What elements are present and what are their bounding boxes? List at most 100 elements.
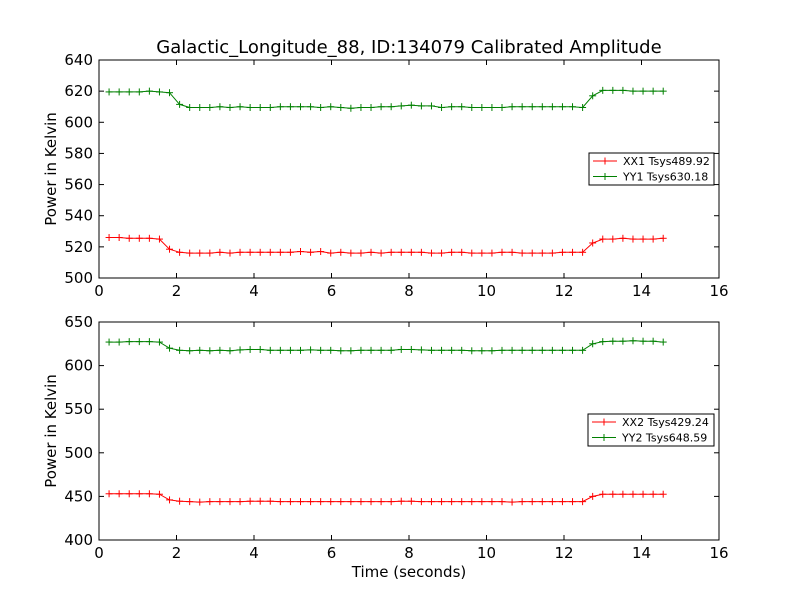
data-point	[458, 103, 466, 111]
data-point	[498, 498, 506, 506]
data-point	[498, 346, 506, 354]
data-point	[387, 103, 395, 111]
x-tick-label: 0	[94, 282, 104, 300]
data-point	[427, 249, 435, 257]
x-tick-label: 0	[94, 544, 104, 562]
data-point	[609, 86, 617, 94]
data-point	[256, 497, 264, 505]
data-point	[317, 498, 325, 506]
data-point	[176, 346, 184, 354]
data-point	[377, 249, 385, 257]
data-point	[599, 490, 607, 498]
data-point	[226, 498, 234, 506]
y-tick-label: 400	[64, 531, 93, 549]
data-point	[579, 103, 587, 111]
y-tick-label: 540	[64, 207, 93, 225]
data-point	[307, 346, 315, 354]
data-point	[125, 88, 133, 96]
y-tick-label: 620	[64, 82, 93, 100]
data-point	[508, 346, 516, 354]
data-point	[629, 87, 637, 95]
data-point	[619, 337, 627, 345]
data-point	[145, 87, 153, 95]
x-tick-label: 6	[327, 544, 337, 562]
data-point	[558, 498, 566, 506]
data-point	[468, 249, 476, 257]
data-point	[155, 338, 163, 346]
data-point	[407, 101, 415, 109]
data-point	[528, 346, 536, 354]
series-xx2	[105, 490, 667, 506]
data-point	[579, 346, 587, 354]
data-point	[629, 490, 637, 498]
data-point	[135, 338, 143, 346]
data-point	[176, 100, 184, 108]
data-point	[186, 103, 194, 111]
data-point	[105, 338, 113, 346]
data-point	[427, 102, 435, 110]
data-point	[558, 248, 566, 256]
data-point	[397, 102, 405, 110]
data-point	[115, 490, 123, 498]
data-point	[508, 103, 516, 111]
x-tick-label: 16	[709, 282, 728, 300]
data-point	[307, 498, 315, 506]
data-point	[548, 249, 556, 257]
data-point	[266, 497, 274, 505]
data-point	[266, 248, 274, 256]
data-point	[639, 490, 647, 498]
data-point	[407, 497, 415, 505]
data-point	[166, 344, 174, 352]
series-yy2	[105, 337, 667, 355]
y-tick-label: 600	[64, 357, 93, 375]
data-point	[508, 248, 516, 256]
legend-box	[588, 152, 715, 186]
x-tick-label: 12	[554, 544, 573, 562]
x-tick-label: 2	[172, 544, 182, 562]
series-yy1	[105, 86, 667, 112]
data-point	[286, 248, 294, 256]
data-point	[659, 490, 667, 498]
data-point	[518, 249, 526, 257]
data-point	[649, 235, 657, 243]
data-point	[518, 346, 526, 354]
data-point	[407, 248, 415, 256]
data-point	[186, 347, 194, 355]
data-point	[397, 497, 405, 505]
data-point	[367, 498, 375, 506]
data-point	[256, 103, 264, 111]
data-point	[186, 249, 194, 257]
data-point	[639, 87, 647, 95]
data-point	[226, 347, 234, 355]
data-point	[558, 346, 566, 354]
y-tick-label: 580	[64, 144, 93, 162]
data-point	[317, 346, 325, 354]
data-point	[216, 498, 224, 506]
x-tick-label: 4	[249, 282, 259, 300]
data-point	[417, 248, 425, 256]
data-point	[579, 248, 587, 256]
data-point	[377, 498, 385, 506]
panel-2: 0 2 4 6 8 10 12 14 16 400 450 500 550 600 650 Power in …	[42, 313, 729, 562]
data-point	[246, 103, 254, 111]
data-point	[528, 103, 536, 111]
data-point	[115, 234, 123, 242]
data-point	[297, 248, 304, 256]
x-tick-label: 14	[632, 282, 651, 300]
data-point	[599, 338, 607, 346]
data-point	[438, 103, 446, 111]
data-point	[256, 248, 264, 256]
data-point	[105, 88, 113, 96]
data-point	[579, 498, 587, 506]
data-point	[367, 248, 375, 256]
data-point	[327, 249, 335, 257]
data-point	[135, 88, 143, 96]
data-point	[236, 103, 244, 111]
data-point	[125, 490, 133, 498]
y-tick-label: 640	[64, 51, 93, 69]
x-tick-label: 16	[709, 544, 728, 562]
data-point	[548, 103, 556, 111]
data-point	[458, 498, 466, 506]
data-point	[226, 103, 234, 111]
